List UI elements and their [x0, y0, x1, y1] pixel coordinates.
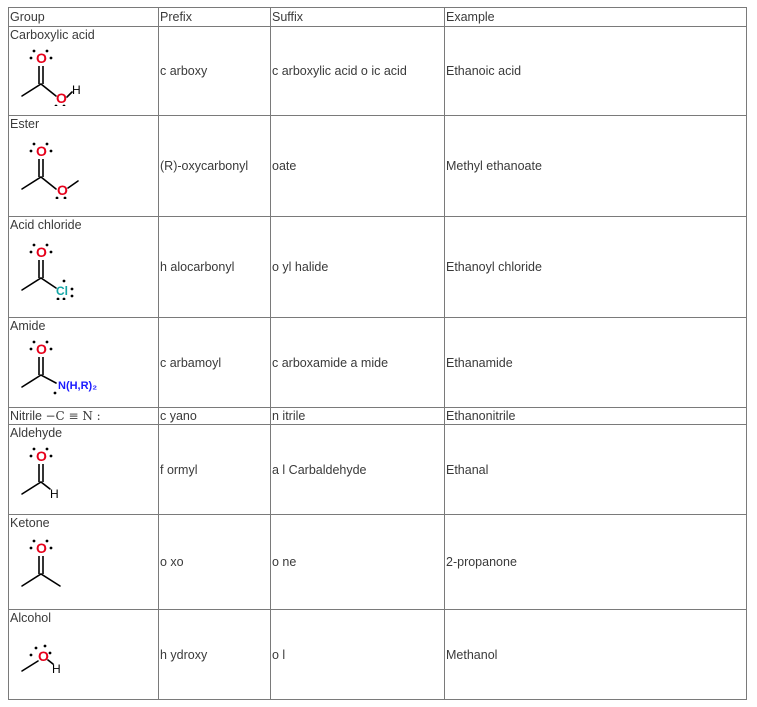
example-cell: Ethanoic acid: [444, 26, 747, 116]
aldehyde-structure-icon: O H: [21, 447, 59, 501]
group-cell: Amide O N(H,R)₂: [8, 317, 159, 408]
table-row: Nitrile −C ≡ N : c yano n itrile Ethanon…: [8, 407, 747, 425]
table-row: Acid chloride O Cl h alocarbonyl o yl ha…: [8, 216, 747, 318]
prefix-cell: f ormyl: [158, 424, 271, 515]
example-cell: Ethanamide: [444, 317, 747, 408]
table-row: Alcohol O H h ydroxy o l Methanol: [8, 609, 747, 700]
hydrogen-label: H: [50, 487, 59, 501]
group-cell: Acid chloride O Cl: [8, 216, 159, 318]
ketone-structure-icon: O: [21, 539, 61, 587]
example-cell: 2-propanone: [444, 514, 747, 610]
header-row: Group Prefix Suffix Example: [8, 7, 747, 27]
group-cell: Ketone O: [8, 514, 159, 610]
hydrogen-label: H: [72, 83, 81, 97]
oxygen-label: O: [38, 648, 49, 664]
suffix-cell: a l Carbaldehyde: [270, 424, 445, 515]
group-cell: Nitrile −C ≡ N :: [8, 407, 159, 425]
suffix-cell: c arboxamide a mide: [270, 317, 445, 408]
prefix-cell: h alocarbonyl: [158, 216, 271, 318]
suffix-cell: o ne: [270, 514, 445, 610]
prefix-cell: c arbamoyl: [158, 317, 271, 408]
suffix-cell: c arboxylic acid o ic acid: [270, 26, 445, 116]
example-cell: Methyl ethanoate: [444, 115, 747, 217]
suffix-cell: oate: [270, 115, 445, 217]
prefix-cell: (R)-oxycarbonyl: [158, 115, 271, 217]
group-name: Ketone: [10, 516, 50, 530]
prefix-cell: c yano: [158, 407, 271, 425]
header-prefix: Prefix: [158, 7, 271, 27]
group-cell: Carboxylic acid O O H: [8, 26, 159, 116]
table-row: Ester O O (R)-oxycarbonyl oate Methyl et…: [8, 115, 747, 217]
group-cell: Aldehyde O H: [8, 424, 159, 515]
group-cell: Alcohol O H: [8, 609, 159, 700]
suffix-cell: o yl halide: [270, 216, 445, 318]
amide-structure-icon: O N(H,R)₂: [21, 340, 97, 395]
header-suffix: Suffix: [270, 7, 445, 27]
table-row: Ketone O o xo o ne 2-propanone: [8, 514, 747, 610]
oxygen-label: O: [36, 341, 47, 357]
table-row: Aldehyde O H f ormyl a l Carbaldehyde Et…: [8, 424, 747, 515]
oxygen2-label: O: [56, 90, 67, 106]
group-name: Acid chloride: [10, 218, 82, 232]
carboxylic-acid-structure-icon: O O H: [21, 49, 81, 106]
example-cell: Ethanoyl chloride: [444, 216, 747, 318]
suffix-cell: n itrile: [270, 407, 445, 425]
example-cell: Ethanonitrile: [444, 407, 747, 425]
acid-chloride-structure-icon: O Cl: [21, 243, 74, 300]
example-cell: Ethanal: [444, 424, 747, 515]
functional-groups-table: Group Prefix Suffix Example Carboxylic a…: [8, 7, 747, 700]
alcohol-structure-icon: O H: [21, 644, 61, 676]
group-name: Amide: [10, 319, 46, 333]
hydrogen-label: H: [52, 662, 61, 676]
oxygen2-label: O: [57, 182, 68, 198]
oxygen-label: O: [36, 244, 47, 260]
group-name: Ester: [10, 117, 40, 131]
group-name: Alcohol: [10, 611, 51, 625]
table-row: Carboxylic acid O O H c arboxy c arboxyl…: [8, 26, 747, 116]
group-name: Carboxylic acid: [10, 28, 95, 42]
header-example: Example: [444, 7, 747, 27]
nitrogen-label: N(H,R)₂: [58, 380, 97, 392]
group-name: Nitrile: [10, 409, 42, 423]
group-cell: Ester O O: [8, 115, 159, 217]
oxygen-label: O: [36, 143, 47, 159]
header-group: Group: [8, 7, 159, 27]
nitrile-formula: −C ≡ N :: [45, 409, 101, 423]
example-cell: Methanol: [444, 609, 747, 700]
group-name: Aldehyde: [10, 426, 63, 440]
prefix-cell: o xo: [158, 514, 271, 610]
prefix-cell: c arboxy: [158, 26, 271, 116]
functional-groups-table-wrapper: Group Prefix Suffix Example Carboxylic a…: [8, 7, 747, 700]
chlorine-label: Cl: [56, 284, 68, 298]
suffix-cell: o l: [270, 609, 445, 700]
ester-structure-icon: O O: [21, 142, 79, 199]
oxygen-label: O: [36, 540, 47, 556]
prefix-cell: h ydroxy: [158, 609, 271, 700]
oxygen-label: O: [36, 448, 47, 464]
table-row: Amide O N(H,R)₂ c arbamoyl c arboxamide …: [8, 317, 747, 408]
oxygen-label: O: [36, 50, 47, 66]
